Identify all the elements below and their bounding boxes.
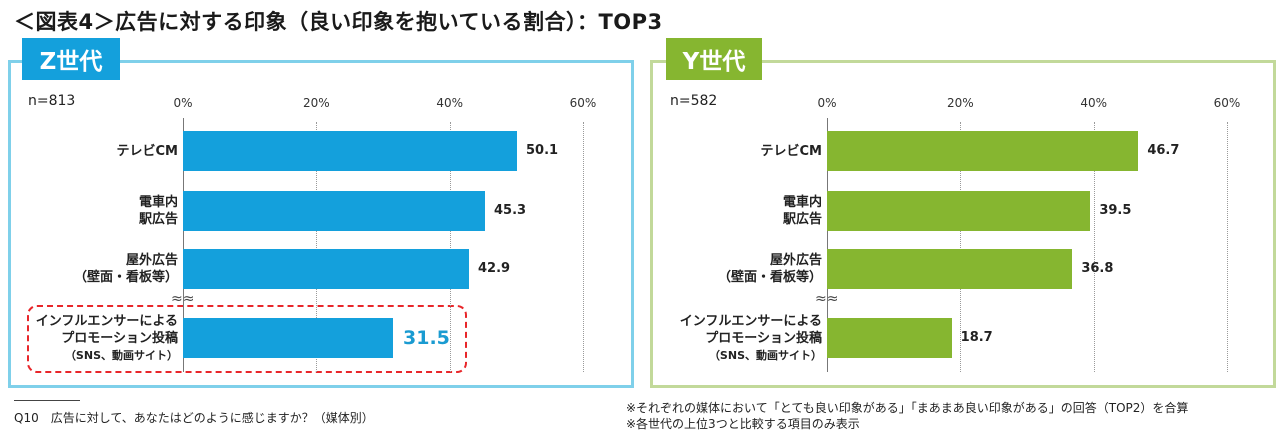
y-bar [827,191,1091,231]
z-bar [183,249,469,289]
y-x-tick-label: 60% [1213,96,1241,110]
category-label-line: 駅広告 [138,212,178,227]
z-x-tick-label: 0% [173,96,193,110]
y-x-tick-label: 40% [1080,96,1107,110]
z-category-label: 電車内 駅広告 [0,194,178,228]
y-bar [827,249,1073,289]
z-panel-frame [8,60,634,388]
y-x-tick-label: 20% [946,96,974,110]
z-x-tick-label: 40% [436,96,463,110]
z-bar [183,318,393,358]
category-label-line: インフルエンサーによる [679,313,822,329]
y-gridline [960,122,962,372]
category-label-line: （壁面・看板等） [717,270,822,285]
y-value-label: 18.7 [960,330,993,345]
highlight-box [27,305,467,373]
z-bar [183,131,517,171]
z-sample-size: n=813 [28,93,76,109]
y-value-label: 39.5 [1099,203,1132,218]
y-panel-frame [650,60,1276,388]
z-value-label: 50.1 [526,143,559,158]
category-label-line: インフルエンサーによる [35,313,178,329]
category-label-line: プロモーション投稿 [61,330,178,346]
figure-title: ＜図表4＞広告に対する印象（良い印象を抱いている割合）：TOP3 [14,10,663,34]
category-label-line: 屋外広告 [769,253,822,268]
category-label-line: テレビCM [116,143,178,159]
y-generation-tag: Y世代 [666,38,762,80]
category-label-line: プロモーション投稿 [705,330,822,346]
z-category-label: テレビCM [0,143,178,160]
question-footnote: Q10 広告に対して、あなたはどのように感じますか？（媒体別） [14,411,374,425]
z-value-label: 42.9 [478,261,511,276]
y-category-label: 電車内 駅広告 [602,194,822,228]
z-value-label: 45.3 [494,203,527,218]
category-label-line: （壁面・看板等） [73,270,178,285]
category-label-line: テレビCM [760,143,822,159]
note-top2: ※それぞれの媒体において「とても良い印象がある」「まあまあ良い印象がある」の回答… [626,401,1189,415]
z-x-axis-line [183,118,184,372]
y-category-label: テレビCM [602,143,822,160]
note-top3: ※各世代の上位3つと比較する項目のみ表示 [626,417,860,431]
z-bar [183,191,485,231]
z-gridline [449,122,451,372]
y-value-label: 46.7 [1147,143,1180,158]
y-bar [827,131,1139,171]
category-label-line: （SNS、動画サイト） [708,348,822,362]
z-axis-break-mark: ≈≈ [171,291,195,307]
category-label-line: 屋外広告 [125,253,178,268]
y-axis-break-mark: ≈≈ [815,291,839,307]
y-bar [827,318,952,358]
category-label-line: 電車内 [138,195,178,210]
z-value-label: 31.5 [403,327,450,349]
z-gridline [583,122,584,372]
z-generation-tag: Z世代 [22,38,120,80]
y-category-label: インフルエンサーによる プロモーション投稿 （SNS、動画サイト） [602,313,822,364]
z-x-tick-label: 60% [569,96,597,110]
category-label-line: 電車内 [782,195,822,210]
y-gridline [1227,122,1228,372]
category-label-line: （SNS、動画サイト） [64,348,178,362]
category-label-line: 駅広告 [782,212,822,227]
footnote-rule [14,400,80,401]
z-category-label: 屋外広告 （壁面・看板等） [0,252,178,286]
y-category-label: 屋外広告 （壁面・看板等） [602,252,822,286]
z-category-label: インフルエンサーによる プロモーション投稿 （SNS、動画サイト） [0,313,178,364]
z-gridline [316,122,318,372]
y-gridline [1093,122,1095,372]
z-x-tick-label: 20% [302,96,330,110]
y-sample-size: n=582 [670,93,718,109]
y-x-axis-line [827,118,828,372]
y-value-label: 36.8 [1081,261,1114,276]
y-x-tick-label: 0% [817,96,837,110]
